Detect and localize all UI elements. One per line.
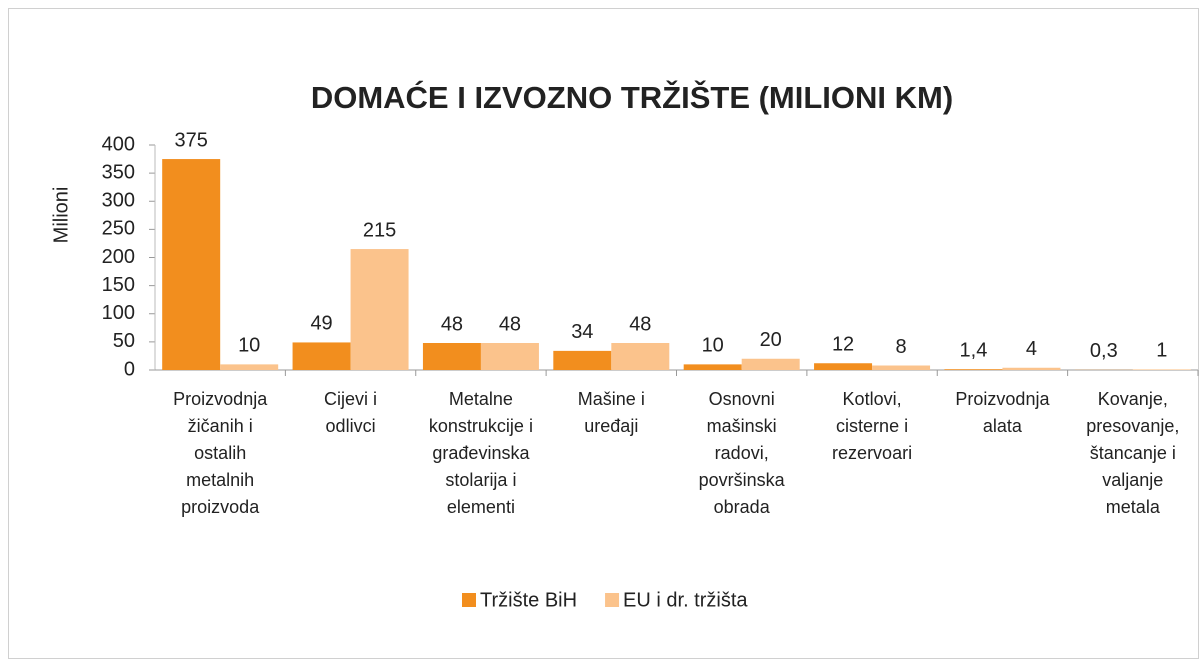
data-label: 34 <box>571 321 593 343</box>
data-label: 4 <box>1026 338 1037 360</box>
y-axis-label: Milioni <box>50 187 72 244</box>
data-label: 48 <box>441 313 463 335</box>
data-label: 0,3 <box>1090 340 1118 362</box>
bar <box>611 343 670 370</box>
bar <box>220 364 279 370</box>
bar <box>1002 367 1061 370</box>
x-tick-label: Osnovni mašinski radovi, površinska obrada <box>699 389 786 517</box>
chart-title: DOMAĆE I IZVOZNO TRŽIŠTE (MILIONI KM) <box>311 79 953 115</box>
data-label: 8 <box>896 336 907 358</box>
y-tick-label: 0 <box>124 358 135 380</box>
y-tick-label: 350 <box>102 161 135 183</box>
x-tick-label: Kotlovi, cisterne i rezervoari <box>832 389 912 463</box>
bar <box>683 364 742 370</box>
bar <box>1132 369 1191 370</box>
data-label: 1,4 <box>960 339 988 361</box>
data-label: 12 <box>832 334 854 356</box>
data-label: 48 <box>629 313 651 335</box>
y-tick-label: 300 <box>102 190 135 212</box>
legend-swatch <box>605 593 620 607</box>
bar <box>944 369 1003 370</box>
y-tick-label: 100 <box>102 302 135 324</box>
bar <box>553 350 612 370</box>
bar <box>814 363 873 370</box>
bar <box>162 159 221 370</box>
x-tick-label: Proizvodnja žičanih i ostalih metalnih proiz… <box>173 389 268 517</box>
legend-label: EU i dr. tržišta <box>623 589 748 611</box>
legend-swatch <box>462 593 476 607</box>
bar <box>741 358 800 370</box>
bar <box>292 342 351 370</box>
data-label: 49 <box>310 313 332 335</box>
data-label: 375 <box>175 129 208 151</box>
x-tick-label: Mašine i uređaji <box>578 389 645 436</box>
bar <box>480 343 539 370</box>
y-tick-label: 250 <box>102 218 135 240</box>
data-label: 10 <box>702 335 724 357</box>
x-tick-label: Metalne konstrukcije i građevinska stolarij… <box>429 389 533 517</box>
x-tick-label: Kovanje, presovanje, štancanje i valjanje me… <box>1086 389 1179 517</box>
data-label: 215 <box>363 219 396 241</box>
y-tick-label: 150 <box>102 274 135 296</box>
y-tick-label: 50 <box>113 330 135 352</box>
data-label: 10 <box>238 335 260 357</box>
y-tick-label: 400 <box>102 133 135 155</box>
bar <box>422 343 481 370</box>
x-tick-label: Cijevi i odlivci <box>324 389 377 436</box>
bar <box>872 365 931 370</box>
legend-label: Tržište BiH <box>480 589 577 611</box>
x-tick-label: Proizvodnja alata <box>955 389 1050 436</box>
data-label: 48 <box>499 313 521 335</box>
data-label: 20 <box>760 329 782 351</box>
bar <box>350 249 409 370</box>
data-label: 1 <box>1156 340 1167 362</box>
y-tick-label: 200 <box>102 246 135 268</box>
